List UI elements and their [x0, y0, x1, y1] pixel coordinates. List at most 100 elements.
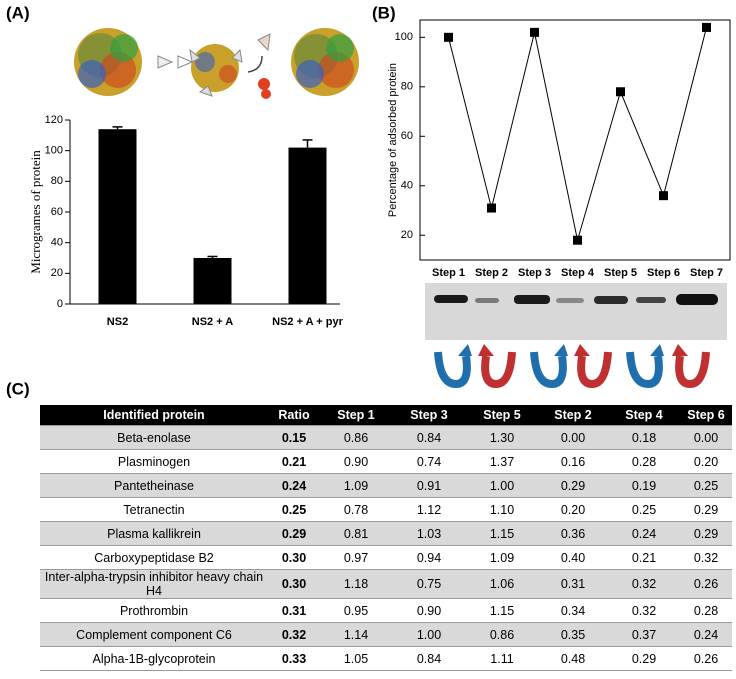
step-cell: 1.03 — [392, 521, 466, 546]
protein-name: Prothrombin — [40, 598, 268, 623]
table-row: Pantetheinase 0.24 1.09 0.91 1.00 0.29 0.19 0.2… — [40, 473, 732, 498]
step-cell: 0.16 — [538, 449, 608, 474]
y-tick-label: 100 — [395, 31, 413, 43]
step-cell: 1.06 — [466, 569, 538, 599]
y-tick-label: 20 — [401, 229, 413, 241]
column-header: Step 4 — [608, 405, 680, 426]
step-cell: 1.09 — [320, 473, 392, 498]
step-cell: 0.84 — [392, 646, 466, 671]
point — [573, 235, 582, 245]
y-tick-label: 40 — [51, 237, 63, 249]
panel-label: (A) — [6, 3, 30, 22]
step-arrows — [434, 344, 710, 389]
step-cell: 0.20 — [538, 497, 608, 522]
protein-name: Pantetheinase — [40, 473, 268, 498]
step-cell: 0.75 — [392, 569, 466, 599]
protein-name: Alpha-1B-glycoprotein — [40, 646, 268, 671]
step-cell: 1.00 — [466, 473, 538, 498]
step-cell: 0.36 — [538, 521, 608, 546]
protein-name: Plasminogen — [40, 449, 268, 474]
x-tick-label: NS2 + A + pyr — [272, 316, 343, 328]
nanoparticle-illustration — [74, 28, 359, 99]
step-cell: 0.91 — [392, 473, 466, 498]
table-row: Alpha-1B-glycoprotein 0.33 1.05 0.84 1.11 0.4… — [40, 646, 732, 671]
table-row: Tetranectin 0.25 0.78 1.12 1.10 0.20 0.25 0.29 — [40, 497, 732, 522]
step-cell: 1.37 — [466, 449, 538, 474]
step-cell: 0.29 — [608, 646, 680, 671]
protein-name: Tetranectin — [40, 497, 268, 522]
column-header: Step 2 — [538, 405, 608, 426]
step-cell: 0.86 — [466, 622, 538, 647]
x-tick-label: NS2 — [107, 316, 128, 328]
x-tick-label: Step 2 — [475, 267, 508, 279]
table-row: Beta-enolase 0.15 0.86 0.84 1.30 0.00 0.18 0.00 — [40, 425, 732, 450]
table-row: Prothrombin 0.31 0.95 0.90 1.15 0.34 0.32 0.28 — [40, 598, 732, 623]
step-cell: 0.24 — [680, 622, 732, 647]
panel-label: (B) — [372, 3, 396, 22]
step-cell: 0.90 — [392, 598, 466, 623]
gel-image — [425, 283, 727, 340]
step-cell: 1.11 — [466, 646, 538, 671]
ratio-cell: 0.25 — [268, 497, 320, 522]
step-cell: 0.78 — [320, 497, 392, 522]
step-cell: 0.29 — [680, 497, 732, 522]
step-cell: 1.12 — [392, 497, 466, 522]
table-row: Inter-alpha-trypsin inhibitor heavy chai… — [40, 569, 732, 599]
x-tick-label: Step 1 — [432, 267, 465, 279]
y-tick-label: 60 — [51, 206, 63, 218]
step-cell: 0.24 — [608, 521, 680, 546]
step-cell: 0.31 — [538, 569, 608, 599]
step-cell: 0.20 — [680, 449, 732, 474]
ratio-cell: 0.30 — [268, 545, 320, 570]
step-cell: 0.35 — [538, 622, 608, 647]
x-tick-label: Step 7 — [690, 267, 723, 279]
step-cell: 0.00 — [680, 425, 732, 450]
x-tick-label: Step 4 — [561, 267, 595, 279]
point — [702, 22, 711, 32]
step-cell: 0.32 — [680, 545, 732, 570]
y-axis-label: Percentage of adsorbed protein — [387, 63, 399, 217]
step-cell: 1.14 — [320, 622, 392, 647]
y-tick-label: 80 — [401, 81, 413, 93]
step-cell: 0.84 — [392, 425, 466, 450]
column-header: Step 5 — [466, 405, 538, 426]
step-cell: 0.74 — [392, 449, 466, 474]
step-cell: 1.15 — [466, 521, 538, 546]
column-header: Step 1 — [320, 405, 392, 426]
panel-label: (C) — [6, 379, 30, 398]
step-cell: 0.28 — [680, 598, 732, 623]
step-cell: 0.25 — [608, 497, 680, 522]
protein-table: Identified protein Ratio Step 1 Step 3 Step … — [40, 405, 732, 671]
step-cell: 1.18 — [320, 569, 392, 599]
column-header: Step 6 — [680, 405, 732, 426]
table-row: Plasminogen 0.21 0.90 0.74 1.37 0.16 0.28 0.20 — [40, 449, 732, 474]
point — [659, 191, 668, 201]
y-tick-label: 60 — [401, 130, 413, 142]
protein-name: Carboxypeptidase B2 — [40, 545, 268, 570]
x-tick-label: NS2 + A — [192, 316, 234, 328]
table-row: Plasma kallikrein 0.29 0.81 1.03 1.15 0.36 0.2… — [40, 521, 732, 546]
step-cell: 0.28 — [608, 449, 680, 474]
step-cell: 0.81 — [320, 521, 392, 546]
step-cell: 0.29 — [680, 521, 732, 546]
y-tick-label: 0 — [57, 298, 63, 310]
step-cell: 0.34 — [538, 598, 608, 623]
ratio-cell: 0.33 — [268, 646, 320, 671]
step-cell: 1.30 — [466, 425, 538, 450]
column-header: Identified protein — [40, 405, 268, 426]
step-cell: 0.19 — [608, 473, 680, 498]
step-cell: 0.32 — [608, 598, 680, 623]
bar — [288, 147, 327, 304]
step-cell: 0.48 — [538, 646, 608, 671]
step-cell: 0.90 — [320, 449, 392, 474]
step-cell: 0.21 — [608, 545, 680, 570]
protein-name: Plasma kallikrein — [40, 521, 268, 546]
bar — [193, 258, 232, 304]
ratio-cell: 0.29 — [268, 521, 320, 546]
step-cell: 0.94 — [392, 545, 466, 570]
step-cell: 1.00 — [392, 622, 466, 647]
step-cell: 0.97 — [320, 545, 392, 570]
step-cell: 0.32 — [608, 569, 680, 599]
figure: (A) Microgrames of protein 0 20 40 60 80 100 120… — [6, 3, 731, 398]
step-cell: 1.05 — [320, 646, 392, 671]
